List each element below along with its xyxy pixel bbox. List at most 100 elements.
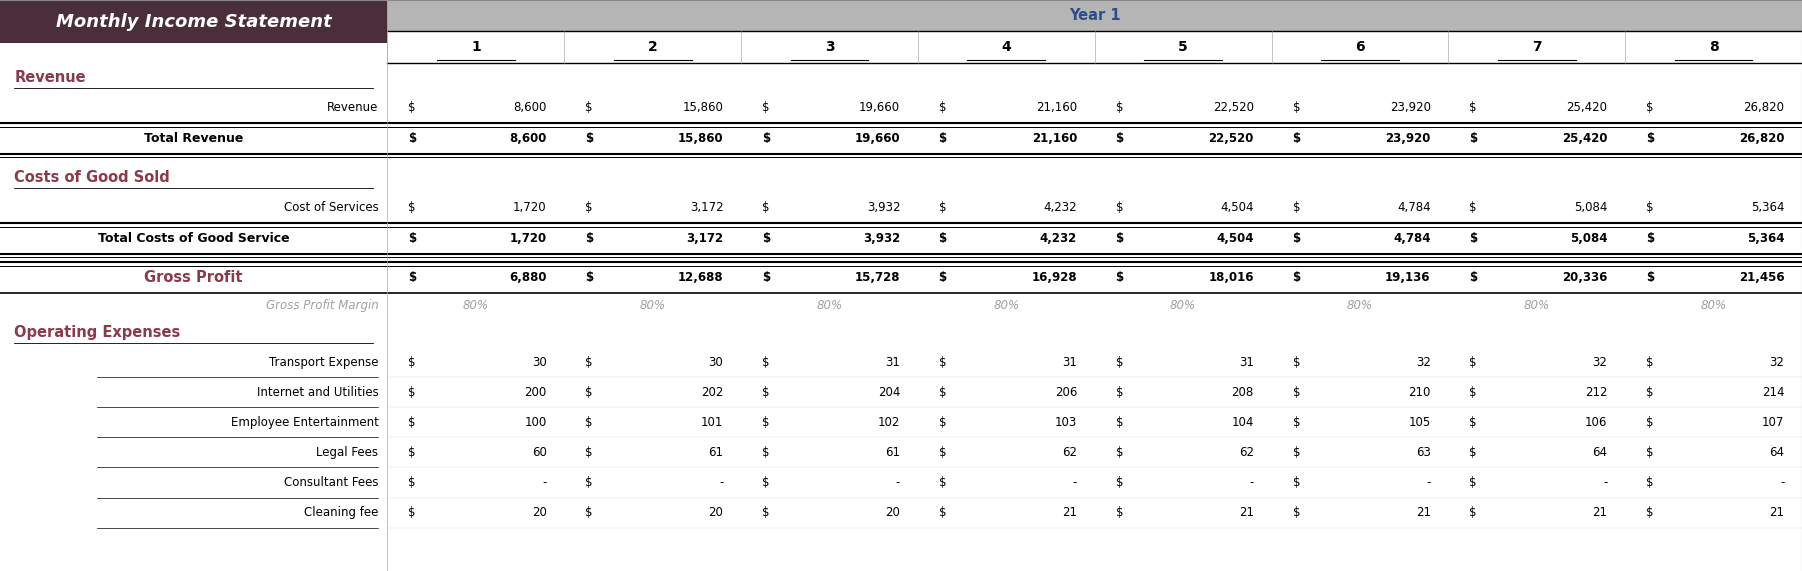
Text: 21,160: 21,160 (1033, 132, 1078, 145)
Text: 103: 103 (1054, 416, 1078, 429)
Text: $: $ (1292, 102, 1299, 114)
Text: 62: 62 (1238, 446, 1254, 459)
Text: $: $ (1292, 132, 1301, 145)
Text: 80%: 80% (993, 299, 1020, 312)
Text: $: $ (1647, 476, 1654, 489)
Text: -: - (719, 476, 723, 489)
Text: $: $ (1115, 201, 1123, 214)
Text: $: $ (762, 201, 769, 214)
Text: $: $ (1115, 416, 1123, 429)
Text: $: $ (1469, 476, 1478, 489)
Text: $: $ (586, 132, 593, 145)
Text: 106: 106 (1586, 416, 1607, 429)
Text: $: $ (1292, 446, 1299, 459)
Text: $: $ (939, 132, 946, 145)
Text: $: $ (1115, 271, 1123, 284)
Text: Internet and Utilities: Internet and Utilities (256, 386, 378, 399)
Text: $: $ (1469, 446, 1478, 459)
Text: $: $ (939, 271, 946, 284)
Text: 16,928: 16,928 (1031, 271, 1078, 284)
Text: $: $ (939, 476, 946, 489)
Text: $: $ (1292, 476, 1299, 489)
Text: 80%: 80% (1346, 299, 1373, 312)
Text: 1,720: 1,720 (510, 232, 546, 245)
Bar (387, 31, 1802, 63)
Text: $: $ (409, 386, 416, 399)
Text: 60: 60 (532, 446, 546, 459)
Text: $: $ (1647, 102, 1654, 114)
Text: $: $ (586, 446, 593, 459)
Text: 32: 32 (1593, 356, 1607, 369)
Text: 80%: 80% (1169, 299, 1197, 312)
Text: -: - (542, 476, 546, 489)
Text: $: $ (1115, 386, 1123, 399)
Text: Total Costs of Good Service: Total Costs of Good Service (97, 232, 290, 245)
Text: 7: 7 (1532, 40, 1541, 54)
Text: 21: 21 (1061, 506, 1078, 519)
Text: $: $ (409, 446, 416, 459)
Text: -: - (1072, 476, 1078, 489)
Text: $: $ (939, 356, 946, 369)
Text: 214: 214 (1762, 386, 1784, 399)
Text: 4,232: 4,232 (1043, 201, 1078, 214)
Text: $: $ (762, 446, 769, 459)
Text: 22,520: 22,520 (1213, 102, 1254, 114)
Text: $: $ (939, 201, 946, 214)
Text: 2: 2 (647, 40, 658, 54)
Text: Gross Profit: Gross Profit (144, 270, 243, 286)
Text: 5: 5 (1179, 40, 1188, 54)
Text: 100: 100 (524, 416, 546, 429)
Text: 12,688: 12,688 (678, 271, 723, 284)
Text: 19,136: 19,136 (1386, 271, 1431, 284)
Text: 4,504: 4,504 (1220, 201, 1254, 214)
Text: Revenue: Revenue (14, 70, 86, 85)
Text: $: $ (762, 132, 769, 145)
Text: 32: 32 (1770, 356, 1784, 369)
Text: 210: 210 (1409, 386, 1431, 399)
Text: 3,932: 3,932 (863, 232, 901, 245)
Text: $: $ (762, 232, 769, 245)
Text: $: $ (407, 132, 416, 145)
Text: 80%: 80% (1701, 299, 1726, 312)
Text: 20: 20 (532, 506, 546, 519)
Text: 4,784: 4,784 (1393, 232, 1431, 245)
Text: 8,600: 8,600 (514, 102, 546, 114)
Text: $: $ (762, 356, 769, 369)
Text: 19,660: 19,660 (860, 102, 901, 114)
Text: $: $ (1115, 356, 1123, 369)
Text: 21,456: 21,456 (1739, 271, 1784, 284)
Text: 19,660: 19,660 (854, 132, 901, 145)
Text: 62: 62 (1061, 446, 1078, 459)
Text: $: $ (939, 232, 946, 245)
Text: 20: 20 (708, 506, 723, 519)
Text: 61: 61 (708, 446, 723, 459)
Text: $: $ (1647, 446, 1654, 459)
Text: 3,172: 3,172 (687, 232, 723, 245)
Text: 15,860: 15,860 (683, 102, 723, 114)
Text: $: $ (1115, 506, 1123, 519)
Text: Revenue: Revenue (326, 102, 378, 114)
Text: 3: 3 (825, 40, 834, 54)
Text: $: $ (409, 416, 416, 429)
Text: $: $ (1115, 232, 1123, 245)
Text: 200: 200 (524, 386, 546, 399)
Text: $: $ (1292, 232, 1301, 245)
Text: 104: 104 (1231, 416, 1254, 429)
Text: 26,820: 26,820 (1739, 132, 1784, 145)
Text: 107: 107 (1762, 416, 1784, 429)
Text: 21,160: 21,160 (1036, 102, 1078, 114)
Text: -: - (1427, 476, 1431, 489)
Text: 6,880: 6,880 (510, 271, 546, 284)
Text: 21: 21 (1770, 506, 1784, 519)
Text: 4,784: 4,784 (1397, 201, 1431, 214)
Text: 15,728: 15,728 (854, 271, 901, 284)
Text: -: - (896, 476, 901, 489)
Text: -: - (1780, 476, 1784, 489)
Text: $: $ (1115, 476, 1123, 489)
Text: 64: 64 (1770, 446, 1784, 459)
Text: $: $ (1469, 232, 1478, 245)
Text: $: $ (762, 271, 769, 284)
Text: $: $ (1115, 446, 1123, 459)
Text: Legal Fees: Legal Fees (317, 446, 378, 459)
Text: 208: 208 (1231, 386, 1254, 399)
